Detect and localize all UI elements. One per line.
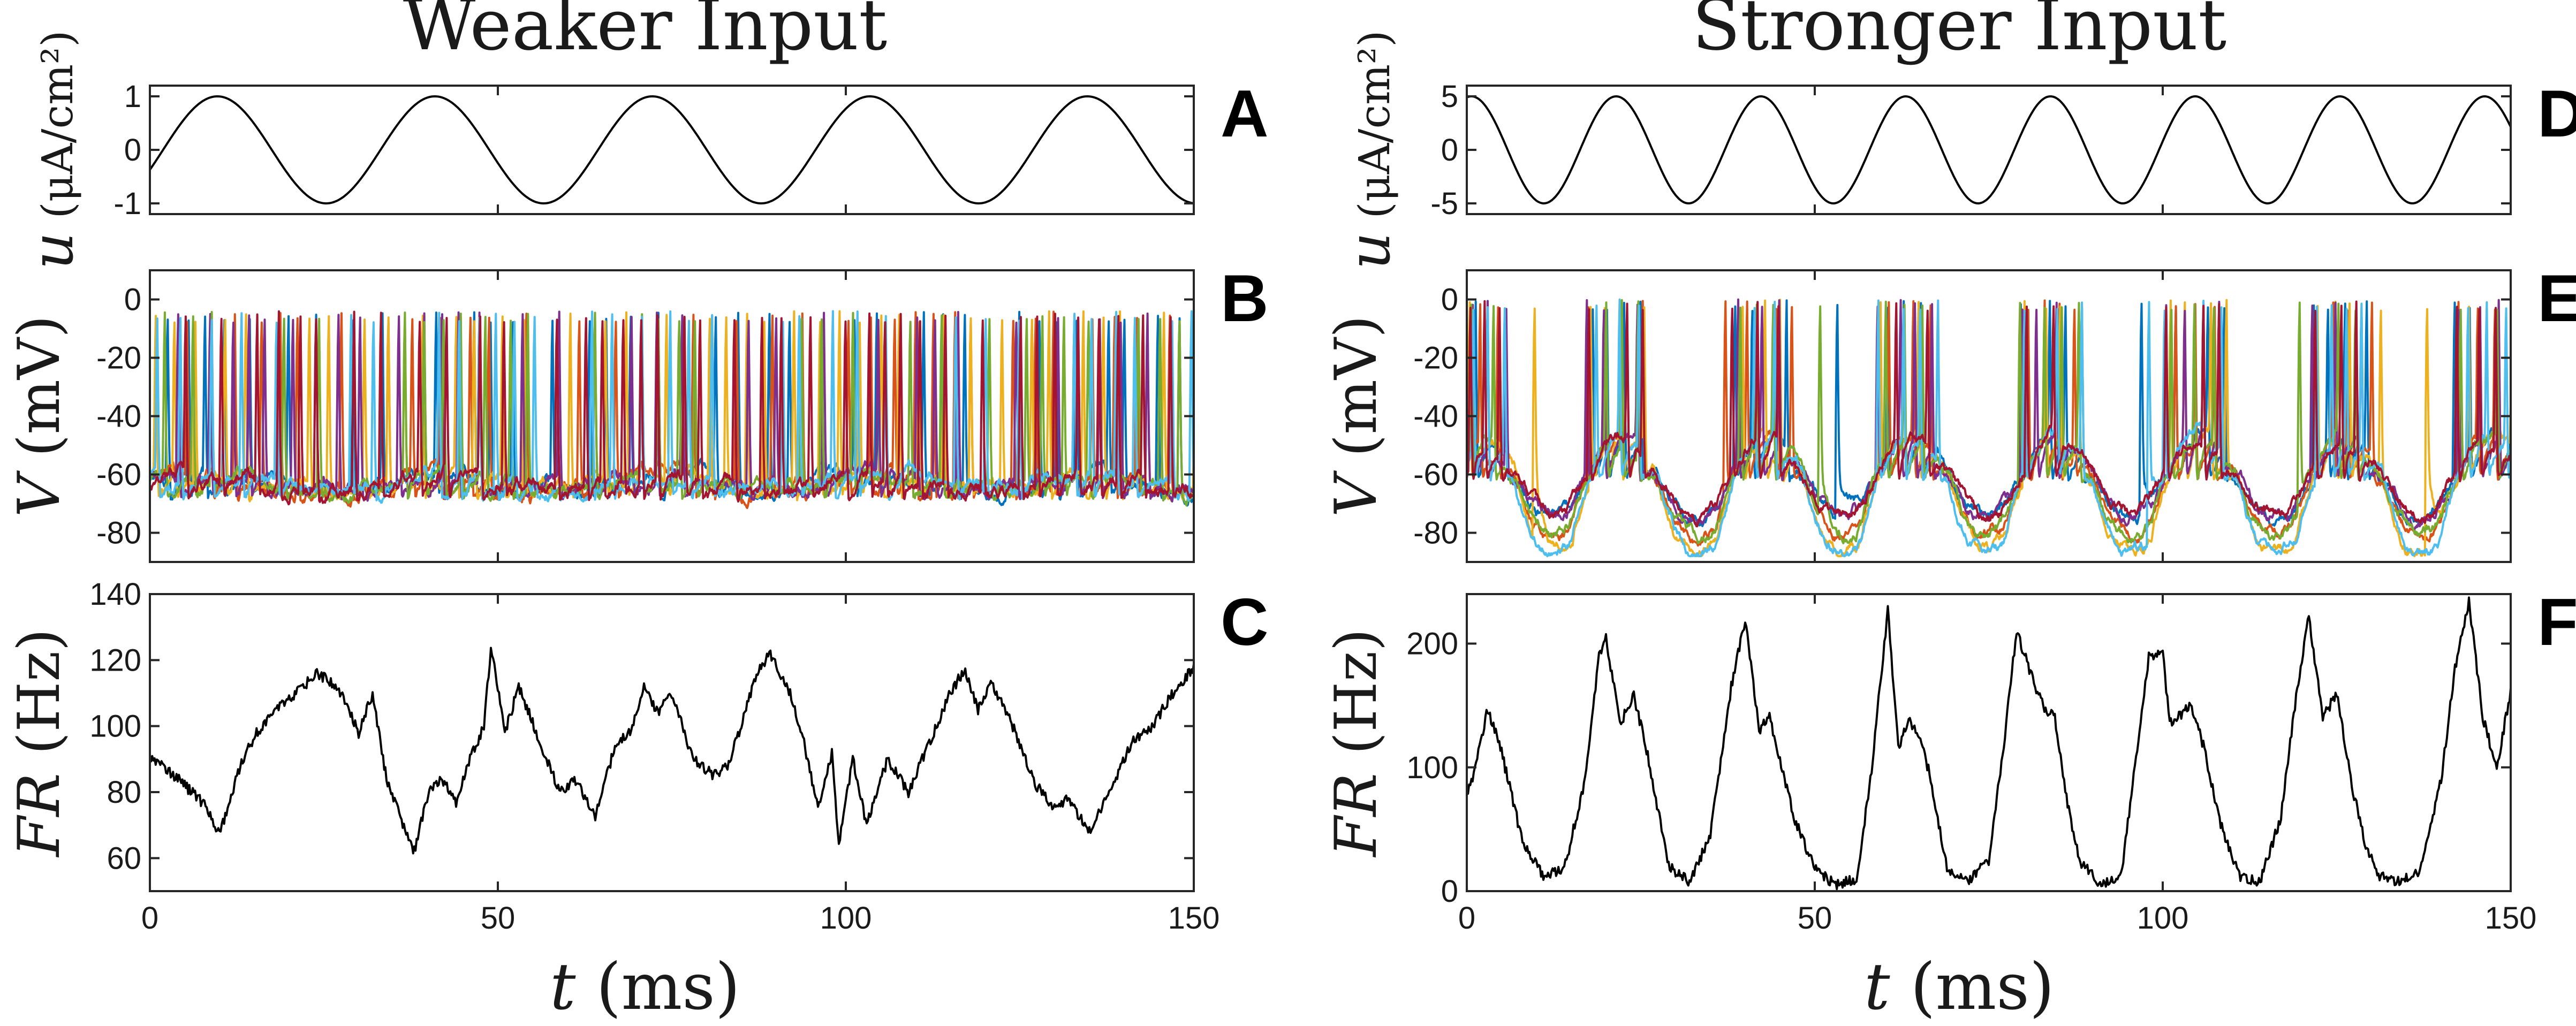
panel-a: -1 0 1 Au (μA/cm²): [19, 31, 1269, 270]
panel-c-ytick-label: 120: [89, 643, 141, 678]
panel-f-xtick-label: 150: [2485, 901, 2537, 936]
panel-e-ytick-label: -60: [1413, 458, 1458, 492]
panel-b-plot-area: [150, 310, 1194, 510]
panel-e-trace-7: [1467, 300, 2511, 528]
panel-a-ytick-label: 1: [124, 79, 141, 114]
panel-e-ytick-label: -40: [1413, 399, 1458, 434]
x-axis-title-left: t (ms): [550, 950, 740, 1024]
panel-a-ytick-label: -1: [113, 186, 141, 221]
panel-e-ytick-label: 0: [1441, 283, 1458, 317]
panel-label-F: F: [2537, 586, 2576, 659]
panel-d-ytick-label: 5: [1441, 79, 1458, 114]
panel-b-ytick-label: -80: [96, 516, 141, 551]
panel-c: 0 50 100 150 60 80 100 120 140 C FR (Hz): [6, 577, 1269, 936]
panel-f-ytick-label: 200: [1406, 627, 1458, 662]
panel-f-ylabel: FR (Hz): [1323, 629, 1390, 858]
svg-text:t (ms): t (ms): [1864, 950, 2054, 1024]
panel-label-A: A: [1221, 77, 1269, 151]
panel-f-xtick-label: 50: [1798, 901, 1832, 936]
panel-d-ytick-label: -5: [1430, 186, 1458, 221]
panel-e: -80 -60 -40 -20 0 E V (mV): [1323, 262, 2576, 563]
panel-c-plot-area: [150, 647, 1194, 855]
panel-f-rate-line: [1467, 596, 2511, 891]
panel-e-plot-area: [1467, 298, 2511, 558]
column-title-stronger: Stronger Input: [1692, 0, 2226, 66]
panel-e-ytick-label: -80: [1413, 516, 1458, 551]
x-axis-title-right: t (ms): [1864, 950, 2054, 1024]
panel-f-ytick-label: 100: [1406, 750, 1458, 785]
panel-label-E: E: [2537, 262, 2576, 336]
panel-b-ytick-label: -60: [96, 458, 141, 492]
panel-label-C: C: [1221, 586, 1269, 659]
column-title-weaker: Weaker Input: [403, 0, 888, 66]
panels: -101 Au (μA/cm²)-80-60-40-200 BV (mV)0 50 10…: [6, 31, 2576, 936]
panel-a-ylabel: u (μA/cm²): [19, 31, 86, 270]
panel-a-ytick-label: 0: [124, 133, 141, 168]
panel-b: -80 -60 -40 -20 0 B V (mV): [6, 262, 1269, 563]
panel-c-ytick-label: 140: [89, 577, 141, 612]
panel-c-xtick-label: 100: [820, 901, 872, 936]
panel-b-trace-7: [150, 310, 1194, 506]
panel-c-ylabel: FR (Hz): [6, 629, 73, 858]
panel-e-ylabel: V (mV): [1323, 315, 1390, 517]
panel-f-frame: [1466, 593, 2512, 892]
panel-c-frame: [149, 593, 1195, 892]
svg-text:t (ms): t (ms): [550, 950, 740, 1024]
panel-d-plot-area: [1467, 95, 2511, 204]
panel-d-sine-line: [1467, 95, 2511, 204]
panel-e-ytick-label: -20: [1413, 341, 1458, 376]
panel-f-xtick-label: 0: [1458, 901, 1475, 936]
panel-d: -5 0 5 Du (μA/cm²): [1336, 31, 2576, 270]
panel-b-ytick-label: 0: [124, 283, 141, 317]
panel-b-trace-5: [150, 311, 1194, 507]
panel-a-sine-line: [150, 95, 1194, 204]
panel-a-plot-area: [150, 95, 1194, 204]
panel-b-ytick-label: -20: [96, 341, 141, 376]
panel-label-D: D: [2537, 77, 2576, 151]
panel-f: 0 50 100 150 0 100 200 F FR (Hz): [1323, 586, 2576, 936]
panel-c-xtick-label: 150: [1168, 901, 1220, 936]
panel-d-ytick-label: 0: [1441, 133, 1458, 168]
panel-b-ytick-label: -40: [96, 399, 141, 434]
panel-d-ylabel: u (μA/cm²): [1336, 31, 1403, 270]
panel-c-ytick-label: 60: [107, 841, 141, 876]
panel-f-xtick-label: 100: [2137, 901, 2189, 936]
panel-c-ytick-label: 100: [89, 709, 141, 744]
panel-f-ytick-label: 0: [1441, 874, 1458, 909]
panel-c-ytick-label: 80: [107, 775, 141, 810]
panel-label-B: B: [1221, 262, 1269, 336]
panel-c-xtick-label: 50: [481, 901, 516, 936]
panel-f-plot-area: [1467, 596, 2511, 891]
panel-b-ylabel: V (mV): [6, 315, 73, 517]
panel-c-rate-line: [150, 647, 1194, 855]
panel-c-xtick-label: 0: [141, 901, 158, 936]
